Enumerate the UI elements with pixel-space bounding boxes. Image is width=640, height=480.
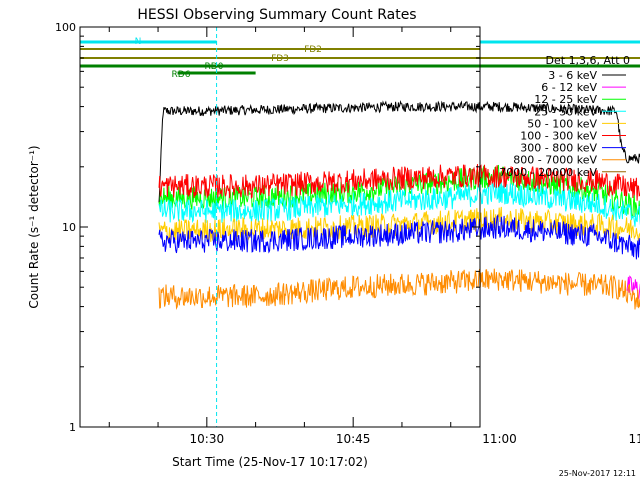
legend-label: 6 - 12 keV bbox=[541, 81, 597, 94]
y-axis-label: Count Rate (s⁻¹ detector⁻¹) bbox=[27, 145, 41, 308]
series-line bbox=[158, 214, 640, 260]
state-bar-label: FD2 bbox=[304, 45, 322, 55]
legend-label: 12 - 25 keV bbox=[534, 93, 597, 106]
state-bar-label: FD3 bbox=[271, 54, 289, 64]
legend-label: 50 - 100 keV bbox=[527, 117, 597, 130]
series-line bbox=[158, 268, 640, 311]
x-axis-label: Start Time (25-Nov-17 10:17:02) bbox=[172, 455, 368, 469]
y-tick-label: 10 bbox=[62, 221, 76, 234]
state-bar-label: RD6 bbox=[172, 70, 191, 80]
x-tick-label: 11:15 bbox=[629, 432, 640, 446]
legend-label: 100 - 300 keV bbox=[520, 130, 597, 143]
state-bar-label: RD0 bbox=[205, 62, 224, 72]
chart-title: HESSI Observing Summary Count Rates bbox=[137, 7, 416, 23]
legend-label: 7000 - 20000 keV bbox=[499, 166, 597, 179]
legend-label: 3 - 6 keV bbox=[548, 69, 597, 82]
state-bar-label: N bbox=[135, 37, 142, 47]
y-tick-label: 100 bbox=[55, 21, 76, 34]
y-axis: 1 10 100 bbox=[55, 21, 480, 434]
legend-label: 800 - 7000 keV bbox=[513, 154, 597, 167]
x-tick-label: 11:00 bbox=[482, 432, 517, 446]
legend-label: 300 - 800 keV bbox=[520, 142, 597, 155]
series-line bbox=[158, 164, 640, 201]
series-line bbox=[158, 99, 640, 203]
data-traces bbox=[158, 99, 640, 311]
state-bars: N FD2 FD3 RD0 RD6 bbox=[80, 37, 640, 80]
x-tick-label: 10:30 bbox=[190, 432, 225, 446]
legend-title: Det 1,3,6, Att 0 bbox=[546, 54, 630, 67]
y-tick-label: 1 bbox=[69, 421, 76, 434]
timestamp: 25-Nov-2017 12:11 bbox=[559, 469, 636, 478]
legend-label: 25 - 50 keV bbox=[534, 105, 597, 118]
x-tick-label: 10:45 bbox=[336, 432, 371, 446]
